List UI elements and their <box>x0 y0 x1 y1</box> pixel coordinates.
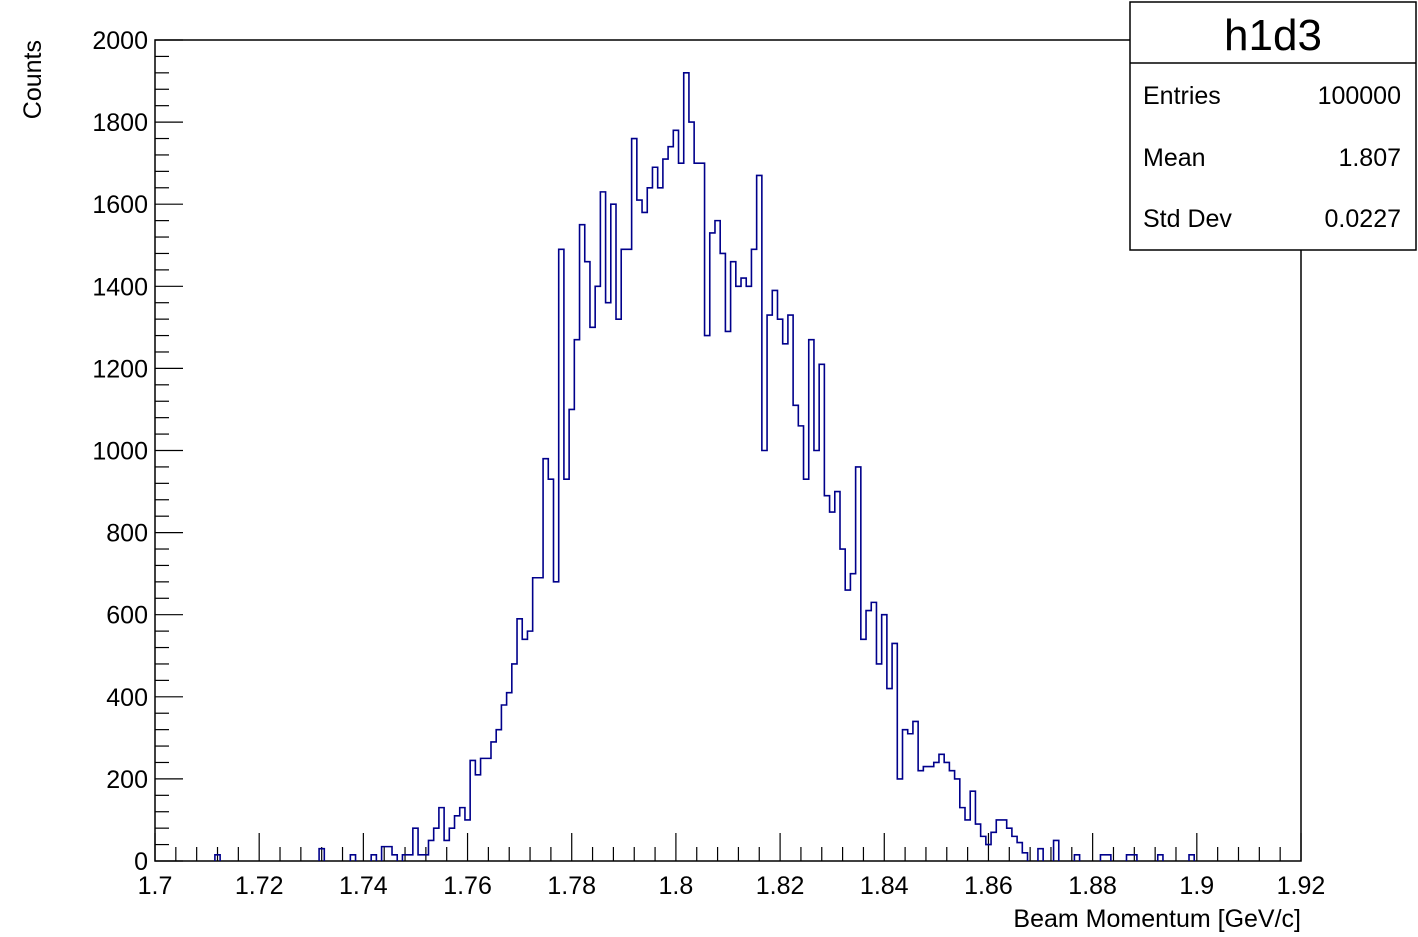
y-tick-label: 1400 <box>92 273 148 301</box>
y-axis-tick-labels: 0 200 400 600 800 1000 1200 1400 1600 1800 2000 <box>92 27 148 876</box>
x-axis-tick-labels: 1.7 1.72 1.74 1.76 1.78 1.8 1.82 1.84 1.86 1.88 1.… <box>138 872 1326 900</box>
x-tick-label: 1.86 <box>964 872 1013 900</box>
x-tick-label: 1.8 <box>659 872 694 900</box>
y-tick-label: 1200 <box>92 355 148 383</box>
x-tick-label: 1.74 <box>339 872 388 900</box>
y-tick-label: 1800 <box>92 109 148 137</box>
y-tick-label: 2000 <box>92 27 148 55</box>
stats-value-mean: 1.807 <box>1338 144 1401 172</box>
x-tick-label: 1.7 <box>138 872 173 900</box>
y-tick-label: 1600 <box>92 191 148 219</box>
stats-label-std-dev: Std Dev <box>1143 205 1232 233</box>
stats-title: h1d3 <box>1224 11 1322 60</box>
x-tick-label: 1.76 <box>443 872 492 900</box>
stats-value-std-dev: 0.0227 <box>1325 205 1401 233</box>
y-axis-ticks <box>155 39 183 862</box>
y-tick-label: 1000 <box>92 438 148 466</box>
plot-frame <box>154 39 1302 862</box>
stats-label-mean: Mean <box>1143 144 1206 172</box>
y-tick-label: 600 <box>106 602 148 630</box>
stats-box: h1d3 Entries 100000 Mean 1.807 Std Dev 0… <box>1129 1 1417 251</box>
x-axis-ticks <box>154 833 1302 861</box>
y-tick-label: 200 <box>106 766 148 794</box>
x-tick-label: 1.78 <box>547 872 596 900</box>
x-tick-label: 1.84 <box>860 872 909 900</box>
y-tick-label: 0 <box>134 848 148 876</box>
x-tick-label: 1.72 <box>235 872 284 900</box>
y-tick-label: 800 <box>106 520 148 548</box>
y-tick-label: 400 <box>106 684 148 712</box>
stats-value-entries: 100000 <box>1318 82 1401 110</box>
x-axis-title: Beam Momentum [GeV/c] <box>1013 905 1301 933</box>
x-tick-label: 1.92 <box>1277 872 1326 900</box>
x-tick-label: 1.88 <box>1068 872 1117 900</box>
x-tick-label: 1.82 <box>756 872 805 900</box>
histogram-series-line <box>214 72 1196 861</box>
x-tick-label: 1.9 <box>1179 872 1214 900</box>
y-axis-title: Counts <box>19 40 47 119</box>
stats-label-entries: Entries <box>1143 82 1221 110</box>
